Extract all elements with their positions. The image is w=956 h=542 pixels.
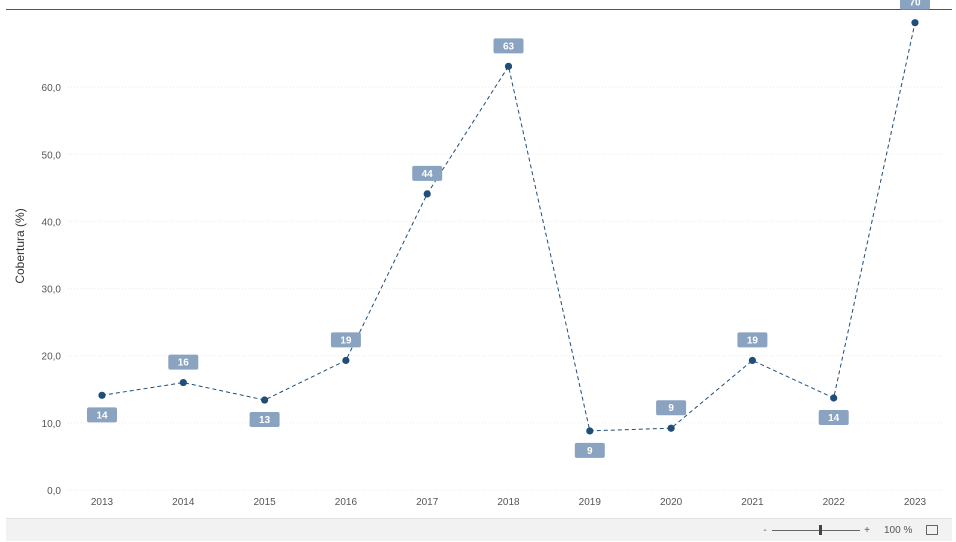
- data-point[interactable]: [98, 391, 106, 399]
- y-tick-label: 20,0: [42, 352, 62, 363]
- top-border-line: [6, 9, 952, 10]
- x-tick-label: 2020: [660, 497, 683, 508]
- data-label-box: [574, 442, 605, 458]
- data-point[interactable]: [261, 396, 269, 404]
- data-point[interactable]: [667, 424, 675, 432]
- data-labels: 14 16 13 19 44 63 9 9 19 14 70: [87, 0, 930, 458]
- data-point[interactable]: [830, 394, 838, 402]
- data-label: 14: [87, 407, 117, 423]
- data-label-text: 14: [828, 413, 840, 424]
- x-tick-label: 2017: [416, 497, 439, 508]
- zoom-out-button[interactable]: -: [763, 524, 767, 536]
- x-tick-label: 2018: [497, 497, 520, 508]
- data-label-box: [818, 410, 849, 426]
- data-point[interactable]: [586, 427, 594, 435]
- data-label: 16: [168, 354, 199, 370]
- data-label-box: [330, 332, 361, 348]
- y-tick-label: 10,0: [42, 419, 62, 430]
- data-label-box: [87, 407, 117, 423]
- data-label-box: [656, 400, 687, 416]
- x-tick-label: 2021: [741, 497, 764, 508]
- y-tick-label: 40,0: [42, 217, 62, 228]
- y-tick-label: 60,0: [42, 83, 62, 94]
- x-tick-label: 2016: [335, 497, 358, 508]
- data-label: 9: [574, 442, 605, 458]
- data-label-box: [168, 354, 199, 370]
- x-tick-label: 2015: [253, 497, 276, 508]
- data-label-text: 9: [587, 446, 593, 457]
- data-label-box: [737, 332, 768, 348]
- zoom-slider-thumb[interactable]: [818, 525, 822, 535]
- x-tick-label: 2013: [91, 497, 114, 508]
- data-label: 19: [330, 332, 361, 348]
- series-line: [101, 22, 916, 432]
- x-tick-label: 2014: [172, 497, 195, 508]
- data-label-text: 9: [668, 403, 674, 414]
- x-tick-label: 2023: [904, 497, 927, 508]
- data-label: 44: [412, 165, 443, 181]
- y-tick-label: 30,0: [42, 285, 62, 296]
- data-label: 63: [493, 38, 524, 54]
- zoom-slider-track: [772, 530, 860, 531]
- zoom-in-button[interactable]: +: [864, 524, 870, 536]
- x-tick-label: 2019: [579, 497, 602, 508]
- data-label: 14: [818, 410, 849, 426]
- data-point[interactable]: [179, 378, 187, 387]
- data-point[interactable]: [423, 190, 431, 198]
- data-point[interactable]: [748, 356, 757, 365]
- data-label-text: 13: [259, 415, 271, 426]
- data-label-text: 63: [503, 41, 515, 52]
- zoom-level-label: 100 %: [884, 524, 913, 536]
- line-chart: Cobertura (%) 0,0 10,0 20,0 30,0 40,0 50,0 60,…: [13, 0, 944, 508]
- data-label-box: [412, 165, 443, 181]
- data-label: 9: [656, 400, 687, 416]
- data-point[interactable]: [911, 19, 919, 27]
- data-label-box: [493, 38, 524, 54]
- data-point[interactable]: [504, 62, 513, 70]
- x-axis-ticks: 2013 2014 2015 2016 2017 2018 2019 2020 2021 2022…: [91, 497, 927, 508]
- y-tick-label: 0,0: [47, 486, 61, 497]
- data-label-text: 19: [340, 335, 352, 346]
- data-label-text: 19: [747, 335, 759, 346]
- x-tick-label: 2022: [823, 497, 846, 508]
- data-label-box: [900, 0, 930, 10]
- data-label-text: 70: [909, 0, 921, 9]
- data-points: [98, 19, 919, 435]
- zoom-toolbar: - + 100 %: [6, 518, 952, 541]
- data-label: 19: [737, 332, 768, 348]
- y-axis-title: Cobertura (%): [13, 208, 27, 283]
- fit-to-screen-icon[interactable]: [926, 525, 938, 535]
- data-label: 70: [900, 0, 930, 10]
- y-axis-ticks: 0,0 10,0 20,0 30,0 40,0 50,0 60,0: [42, 83, 62, 497]
- data-label-text: 16: [178, 358, 190, 369]
- data-label-box: [249, 412, 280, 428]
- data-label-text: 14: [96, 410, 108, 421]
- zoom-controls: - + 100 %: [760, 523, 938, 537]
- data-label: 13: [249, 412, 280, 428]
- grid-lines: [68, 86, 944, 491]
- zoom-slider[interactable]: [772, 523, 860, 537]
- data-point[interactable]: [342, 356, 350, 365]
- data-label-text: 44: [422, 169, 434, 180]
- y-tick-label: 50,0: [42, 150, 62, 161]
